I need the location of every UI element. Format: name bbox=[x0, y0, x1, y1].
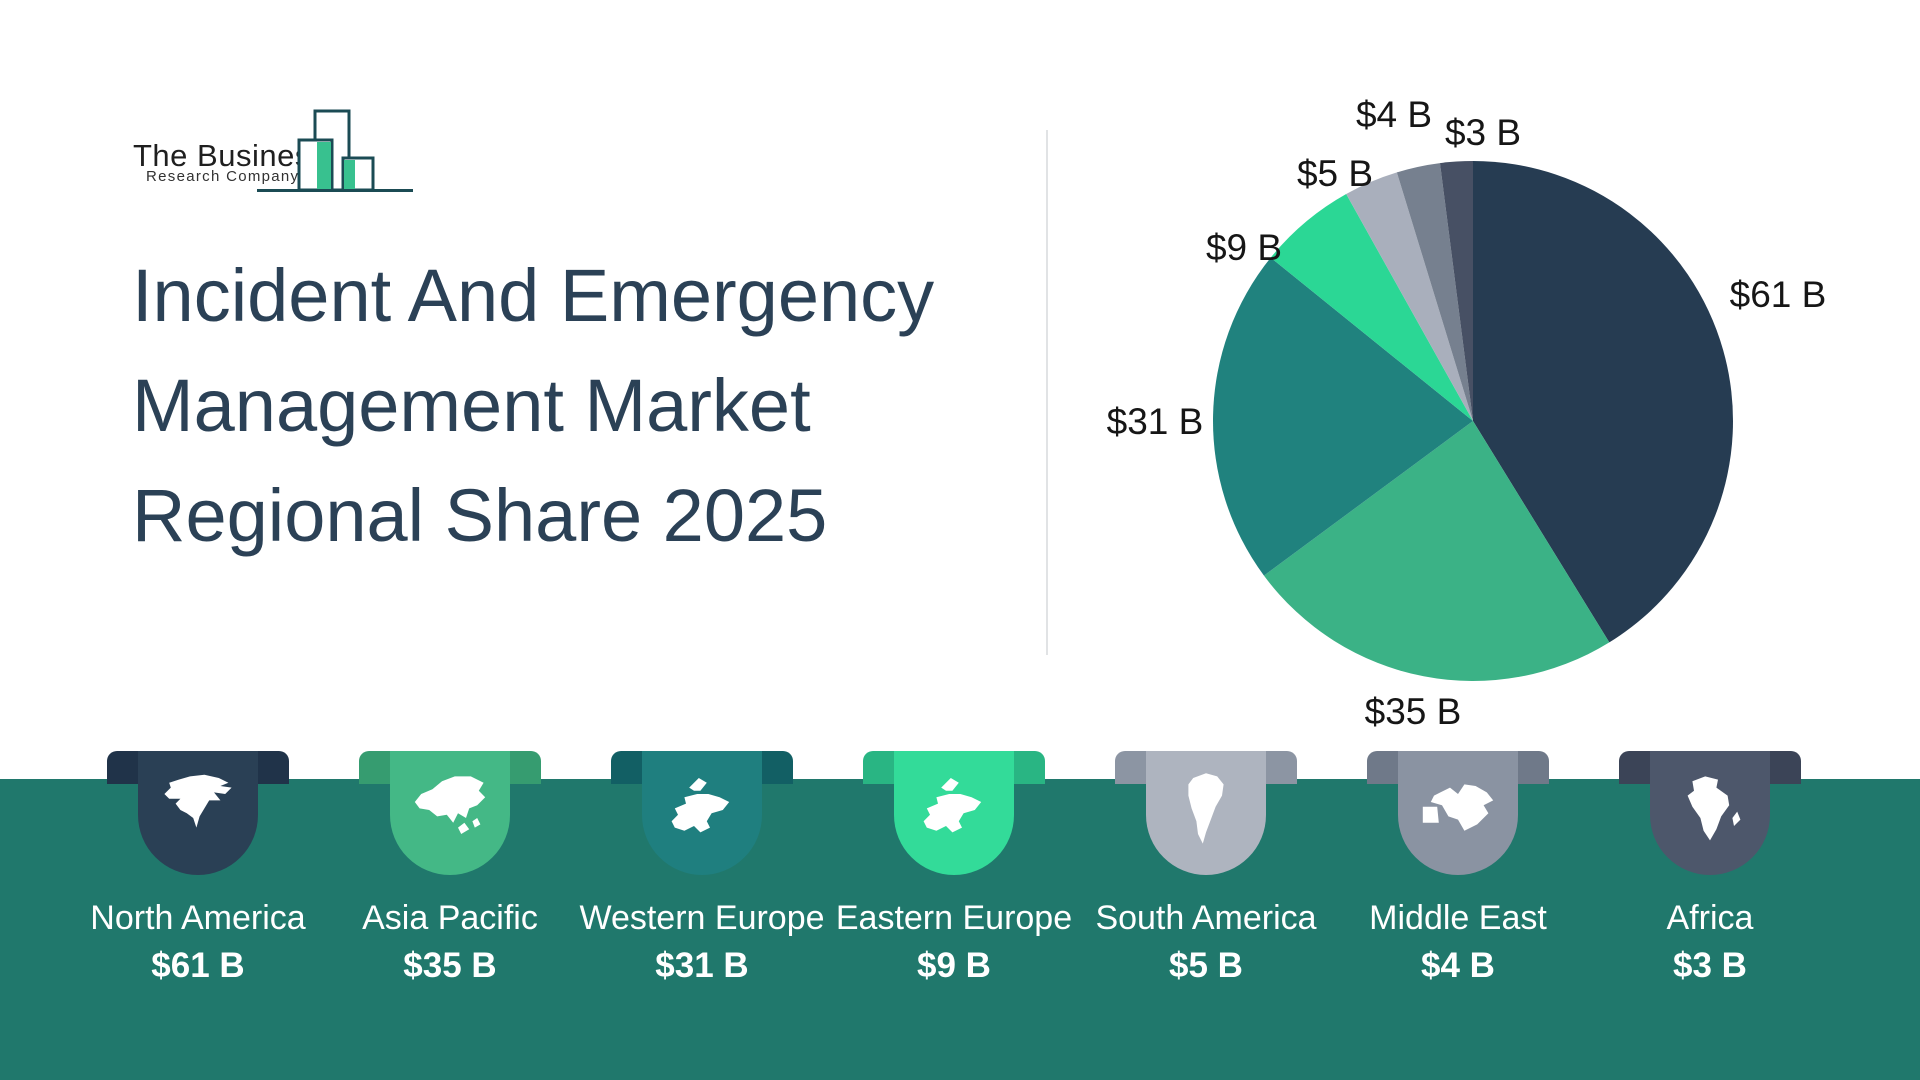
legend-band bbox=[0, 779, 1920, 1080]
pie-slice-eastern-europe bbox=[1270, 194, 1473, 421]
vertical-divider bbox=[1046, 130, 1048, 655]
pie-slice-label-middle-east: $4 B bbox=[1356, 94, 1432, 135]
title-line-3: Regional Share 2025 bbox=[132, 474, 828, 557]
pie-slice-label-africa: $3 B bbox=[1445, 112, 1521, 153]
pie-slice-asia-pacific bbox=[1263, 421, 1610, 681]
pie-slice-middle-east bbox=[1396, 163, 1473, 421]
pie-slice-label-north-america: $61 B bbox=[1730, 274, 1827, 315]
page-title: Incident And Emergency Management Market… bbox=[132, 241, 1032, 571]
pie-slice-label-asia-pacific: $35 B bbox=[1365, 691, 1462, 732]
pie-slice-western-europe bbox=[1212, 257, 1473, 576]
pie-slice-south-america bbox=[1346, 172, 1473, 421]
bar-chart-logo-icon bbox=[257, 109, 413, 192]
pie-slice-africa bbox=[1439, 161, 1473, 421]
logo-subtext: Research Company bbox=[146, 168, 300, 185]
pie-slice-label-south-america: $5 B bbox=[1297, 153, 1373, 194]
pie-slice-north-america bbox=[1473, 161, 1733, 643]
logo-text: The Business bbox=[133, 138, 327, 173]
pie-slice-label-western-europe: $31 B bbox=[1107, 401, 1204, 442]
title-line-1: Incident And Emergency bbox=[132, 254, 935, 337]
pie-slice-label-eastern-europe: $9 B bbox=[1206, 227, 1282, 268]
title-line-2: Management Market bbox=[132, 364, 811, 447]
